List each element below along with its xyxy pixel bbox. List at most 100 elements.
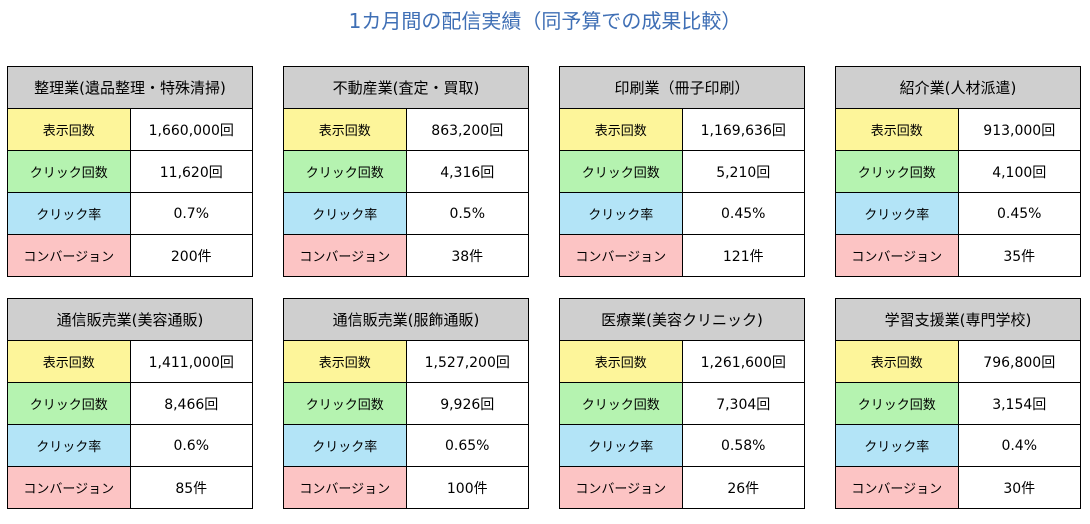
stats-table: 整理業(遺品整理・特殊清掃) 表示回数 1,660,000回 クリック回数 11,6…: [7, 66, 253, 277]
clicks-value: 7,304回: [681, 382, 805, 425]
stats-table: 通信販売業(服飾通販) 表示回数 1,527,200回 クリック回数 9,926回 …: [283, 298, 529, 509]
table-row: 表示回数 913,000回: [835, 108, 1081, 151]
row-label-conversions: コンバージョン: [559, 234, 683, 277]
table-row: 表示回数 1,261,600回: [559, 340, 805, 383]
industry-name: 学習支援業(専門学校): [835, 298, 1081, 341]
row-label-clicks: クリック回数: [835, 150, 959, 193]
industry-panel: 紹介業(人材派遣) 表示回数 913,000回 クリック回数 4,100回 クリック…: [835, 66, 1081, 277]
row-label-impressions: 表示回数: [7, 108, 131, 151]
row-label-clicks: クリック回数: [559, 382, 683, 425]
impressions-value: 1,411,000回: [129, 340, 253, 383]
table-row: コンバージョン 30件: [835, 466, 1081, 509]
clicks-value: 8,466回: [129, 382, 253, 425]
industry-panel: 整理業(遺品整理・特殊清掃) 表示回数 1,660,000回 クリック回数 11,6…: [7, 66, 253, 277]
table-row: コンバージョン 200件: [7, 234, 253, 277]
table-row: クリック回数 4,100回: [835, 150, 1081, 193]
stats-table: 医療業(美容クリニック) 表示回数 1,261,600回 クリック回数 7,304回…: [559, 298, 805, 509]
industry-name: 整理業(遺品整理・特殊清掃): [7, 66, 253, 109]
row-label-clicks: クリック回数: [559, 150, 683, 193]
impressions-value: 1,660,000回: [129, 108, 253, 151]
row-label-impressions: 表示回数: [283, 340, 407, 383]
row-label-clicks: クリック回数: [7, 382, 131, 425]
table-row: コンバージョン 35件: [835, 234, 1081, 277]
impressions-value: 913,000回: [957, 108, 1081, 151]
ctr-value: 0.5%: [405, 192, 529, 235]
table-row: クリック回数 4,316回: [283, 150, 529, 193]
page-title: 1カ月間の配信実績（同予算での成果比較）: [348, 9, 742, 33]
industry-panel: 学習支援業(専門学校) 表示回数 796,800回 クリック回数 3,154回 クリ…: [835, 298, 1081, 509]
impressions-value: 1,261,600回: [681, 340, 805, 383]
industry-panel: 医療業(美容クリニック) 表示回数 1,261,600回 クリック回数 7,304回…: [559, 298, 805, 509]
industry-name: 通信販売業(服飾通販): [283, 298, 529, 341]
conversions-value: 85件: [129, 466, 253, 509]
row-label-clicks: クリック回数: [835, 382, 959, 425]
table-row: 表示回数 1,527,200回: [283, 340, 529, 383]
clicks-value: 4,100回: [957, 150, 1081, 193]
table-row: クリック回数 9,926回: [283, 382, 529, 425]
table-row: クリック率 0.4%: [835, 424, 1081, 467]
row-label-conversions: コンバージョン: [7, 234, 131, 277]
industry-name: 通信販売業(美容通販): [7, 298, 253, 341]
row-label-impressions: 表示回数: [559, 340, 683, 383]
conversions-value: 200件: [129, 234, 253, 277]
row-label-ctr: クリック率: [7, 424, 131, 467]
ctr-value: 0.6%: [129, 424, 253, 467]
table-row: 表示回数 1,660,000回: [7, 108, 253, 151]
stats-table: 印刷業（冊子印刷） 表示回数 1,169,636回 クリック回数 5,210回 クリ…: [559, 66, 805, 277]
industry-name: 印刷業（冊子印刷）: [559, 66, 805, 109]
row-label-ctr: クリック率: [7, 192, 131, 235]
conversions-value: 26件: [681, 466, 805, 509]
table-row: コンバージョン 100件: [283, 466, 529, 509]
ctr-value: 0.58%: [681, 424, 805, 467]
panel-grid: 整理業(遺品整理・特殊清掃) 表示回数 1,660,000回 クリック回数 11,6…: [7, 66, 1081, 509]
table-row: コンバージョン 85件: [7, 466, 253, 509]
row-label-clicks: クリック回数: [283, 382, 407, 425]
row-label-ctr: クリック率: [283, 192, 407, 235]
stats-table: 紹介業(人材派遣) 表示回数 913,000回 クリック回数 4,100回 クリック…: [835, 66, 1081, 277]
impressions-value: 796,800回: [957, 340, 1081, 383]
table-row: クリック回数 8,466回: [7, 382, 253, 425]
table-row: クリック率 0.58%: [559, 424, 805, 467]
table-row: 表示回数 863,200回: [283, 108, 529, 151]
row-label-conversions: コンバージョン: [283, 466, 407, 509]
clicks-value: 3,154回: [957, 382, 1081, 425]
row-label-clicks: クリック回数: [283, 150, 407, 193]
conversions-value: 38件: [405, 234, 529, 277]
table-row: 表示回数 1,411,000回: [7, 340, 253, 383]
row-label-impressions: 表示回数: [559, 108, 683, 151]
row-label-conversions: コンバージョン: [7, 466, 131, 509]
industry-name: 医療業(美容クリニック): [559, 298, 805, 341]
row-label-conversions: コンバージョン: [835, 234, 959, 277]
industry-panel: 不動産業(査定・買取) 表示回数 863,200回 クリック回数 4,316回 クリ…: [283, 66, 529, 277]
table-row: クリック回数 11,620回: [7, 150, 253, 193]
conversions-value: 100件: [405, 466, 529, 509]
industry-name: 紹介業(人材派遣): [835, 66, 1081, 109]
table-row: コンバージョン 121件: [559, 234, 805, 277]
row-label-impressions: 表示回数: [7, 340, 131, 383]
row-label-ctr: クリック率: [835, 192, 959, 235]
row-label-clicks: クリック回数: [7, 150, 131, 193]
stats-table: 通信販売業(美容通販) 表示回数 1,411,000回 クリック回数 8,466回 …: [7, 298, 253, 509]
industry-name: 不動産業(査定・買取): [283, 66, 529, 109]
table-row: クリック率 0.6%: [7, 424, 253, 467]
row-label-ctr: クリック率: [835, 424, 959, 467]
clicks-value: 5,210回: [681, 150, 805, 193]
row-label-impressions: 表示回数: [283, 108, 407, 151]
table-row: クリック率 0.5%: [283, 192, 529, 235]
ctr-value: 0.65%: [405, 424, 529, 467]
table-row: クリック率 0.45%: [559, 192, 805, 235]
clicks-value: 9,926回: [405, 382, 529, 425]
conversions-value: 30件: [957, 466, 1081, 509]
table-row: クリック率 0.45%: [835, 192, 1081, 235]
table-row: クリック回数 5,210回: [559, 150, 805, 193]
row-label-impressions: 表示回数: [835, 108, 959, 151]
stats-table: 不動産業(査定・買取) 表示回数 863,200回 クリック回数 4,316回 クリ…: [283, 66, 529, 277]
ctr-value: 0.7%: [129, 192, 253, 235]
industry-panel: 印刷業（冊子印刷） 表示回数 1,169,636回 クリック回数 5,210回 クリ…: [559, 66, 805, 277]
row-label-conversions: コンバージョン: [283, 234, 407, 277]
clicks-value: 4,316回: [405, 150, 529, 193]
row-label-ctr: クリック率: [559, 192, 683, 235]
ctr-value: 0.45%: [681, 192, 805, 235]
table-row: クリック率 0.7%: [7, 192, 253, 235]
ctr-value: 0.45%: [957, 192, 1081, 235]
